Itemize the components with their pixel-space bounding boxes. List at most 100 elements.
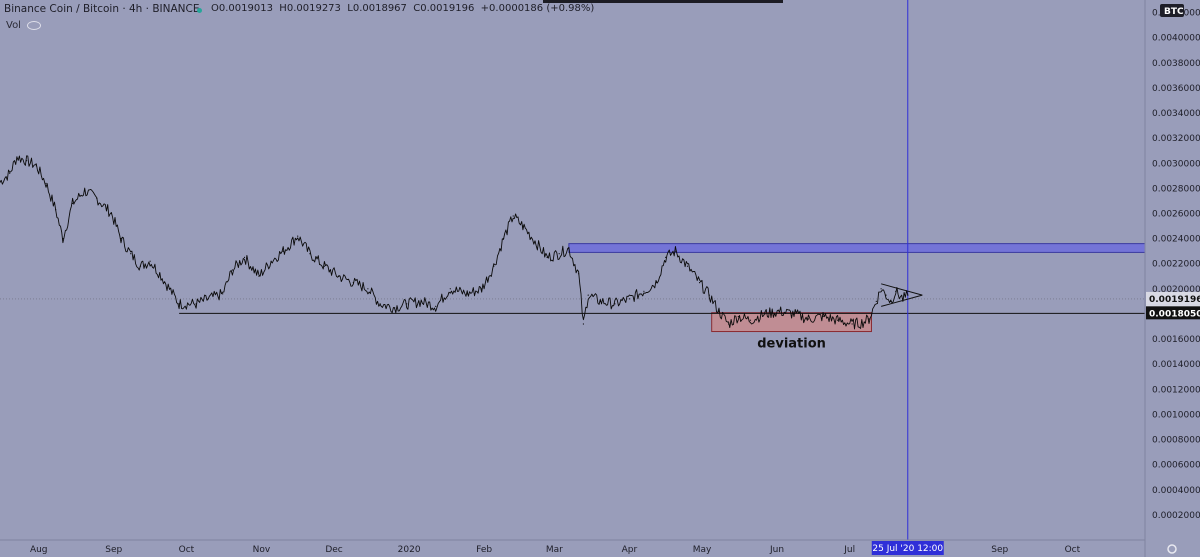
eye-icon[interactable]: [27, 21, 41, 30]
price-point: [270, 260, 272, 262]
y-tick-label: 0.0032000: [1152, 134, 1200, 144]
price-point: [807, 318, 810, 320]
price-point: [120, 238, 122, 240]
y-tick-label: 0.0014000: [1152, 360, 1200, 370]
price-point: [96, 197, 98, 199]
price-point: [435, 305, 437, 307]
price-point: [655, 282, 657, 284]
price-point: [379, 303, 381, 305]
price-point: [466, 293, 468, 295]
price-point: [628, 298, 631, 300]
price-point: [868, 318, 870, 320]
price-point: [297, 235, 299, 237]
price-point: [522, 225, 524, 227]
support-price-badge: 0.0018050: [1149, 309, 1200, 319]
x-tick-label: Sep: [991, 545, 1008, 555]
y-tick-label: 0.0036000: [1152, 84, 1200, 94]
price-point: [62, 238, 64, 240]
x-tick-label: Jul: [843, 545, 855, 555]
x-tick-label: Feb: [476, 545, 492, 555]
price-point: [578, 273, 580, 275]
status-dot: [197, 8, 202, 13]
y-tick-label: 0.0030000: [1152, 159, 1200, 169]
y-tick-label: 0.0026000: [1152, 209, 1200, 219]
last-price-badge: 0.0019196: [1149, 295, 1200, 305]
x-tick-label: May: [693, 545, 712, 555]
currency-badge[interactable]: [1160, 4, 1184, 17]
x-tick-label: Oct: [179, 545, 195, 555]
price-point: [323, 265, 325, 267]
price-point: [309, 253, 311, 255]
y-tick-label: 0.0040000: [1152, 34, 1200, 44]
price-point: [72, 202, 74, 204]
price-point: [45, 182, 47, 184]
y-tick-label: 0.0028000: [1152, 184, 1200, 194]
y-tick-label: 0.0038000: [1152, 59, 1200, 69]
deviation-zone: [711, 312, 872, 333]
price-point: [582, 323, 585, 325]
gear-icon[interactable]: [1167, 544, 1177, 554]
price-point: [851, 323, 853, 325]
price-point: [875, 300, 877, 302]
resistance-zone: [568, 243, 1146, 253]
price-point: [822, 315, 824, 318]
x-tick-label: Dec: [325, 545, 342, 555]
y-tick-label: 0.0020000: [1152, 285, 1200, 295]
price-point: [558, 253, 560, 255]
y-tick-label: 0.0022000: [1152, 260, 1200, 270]
currency-badge-label: BTC: [1164, 7, 1184, 17]
price-point: [282, 250, 284, 252]
price-point: [546, 256, 548, 258]
price-point: [568, 248, 570, 250]
price-point: [861, 322, 863, 324]
y-tick-label: 0.0006000: [1152, 461, 1200, 471]
price-point: [665, 256, 667, 258]
volume-label[interactable]: Vol: [6, 20, 21, 31]
price-point: [699, 282, 701, 284]
price-point: [512, 215, 514, 217]
price-point: [885, 294, 887, 296]
price-point: [0, 181, 1, 183]
x-tick-label: Nov: [253, 545, 271, 555]
price-point: [420, 300, 422, 302]
price-point: [728, 323, 730, 325]
y-tick-label: 0.0010000: [1152, 410, 1200, 420]
x-tick-label: Aug: [30, 545, 48, 555]
price-point: [793, 313, 795, 315]
price-point: [110, 212, 112, 215]
price-point: [16, 156, 18, 158]
price-point: [130, 253, 132, 255]
y-tick-label: 0.0016000: [1152, 335, 1200, 345]
triangle-lower-line: [881, 294, 923, 307]
price-point: [35, 165, 37, 167]
price-point: [643, 290, 645, 292]
price-point: [352, 282, 354, 284]
price-point: [890, 300, 892, 302]
price-point: [674, 250, 677, 252]
price-point: [895, 290, 897, 292]
price-point: [55, 209, 57, 211]
crosshair-time-badge: 25 Jul '20 12:00: [872, 544, 943, 554]
price-point: [686, 265, 689, 267]
price-point: [907, 294, 909, 296]
crosshair-time-badge-bg: [871, 541, 944, 555]
price-point: [139, 265, 141, 267]
price-point: [614, 303, 616, 305]
price-point: [338, 275, 340, 277]
y-tick-label: 0.0008000: [1152, 436, 1200, 446]
price-point: [168, 288, 171, 290]
price-point: [231, 269, 233, 271]
price-point: [243, 256, 246, 258]
y-tick-label: 0.0004000: [1152, 486, 1200, 496]
price-point: [502, 238, 505, 240]
price-point: [778, 310, 781, 312]
price-point: [880, 288, 882, 290]
price-point: [258, 275, 260, 277]
y-tick-label: 0.0034000: [1152, 109, 1200, 119]
price-point: [449, 288, 451, 290]
last-price-badge-bg: [1146, 291, 1200, 305]
x-tick-label: Apr: [622, 545, 638, 555]
price-point: [406, 303, 408, 305]
x-tick-label: Oct: [1065, 545, 1081, 555]
